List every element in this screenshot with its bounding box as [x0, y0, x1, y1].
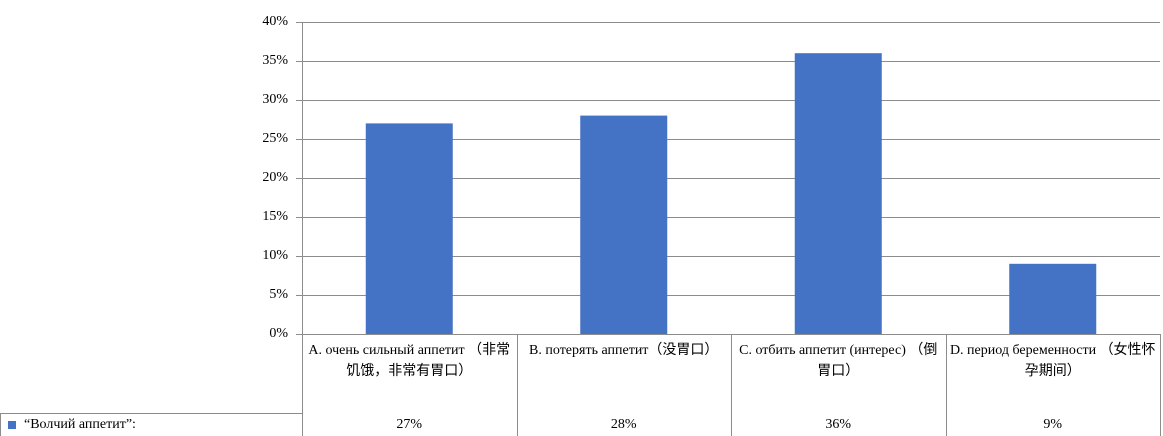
x-category-label: C. отбить аппетит (интерес) （倒胃口）	[739, 343, 938, 379]
data-table-value: 36%	[825, 417, 852, 432]
y-tick-label: 15%	[262, 208, 288, 224]
legend-label: “Волчий аппетит”:	[24, 417, 136, 432]
data-table-value: 28%	[610, 417, 637, 432]
y-tick-label: 35%	[262, 52, 288, 68]
legend-swatch-icon	[8, 421, 16, 429]
x-category-label: D. период беременности （女性怀孕期间）	[949, 343, 1156, 379]
legend-entry: “Волчий аппетит”:	[8, 415, 136, 435]
y-tick-label: 20%	[262, 169, 288, 185]
y-tick-label: 10%	[262, 247, 288, 263]
x-category-label: A. очень сильный аппетит （非常饥饿，非常有胃口）	[308, 343, 511, 379]
y-tick-label: 40%	[262, 13, 288, 29]
data-table-value: 27%	[396, 417, 423, 432]
bar	[365, 123, 453, 335]
x-category-label: B. потерять аппетит（没胃口）	[529, 343, 719, 358]
bar	[794, 53, 882, 334]
y-tick-label: 0%	[269, 325, 288, 341]
y-tick-label: 30%	[262, 91, 288, 107]
bar	[580, 115, 668, 334]
y-tick-label: 25%	[262, 130, 288, 146]
data-table-value: 9%	[1043, 417, 1063, 432]
y-tick-label: 5%	[269, 286, 288, 302]
bar	[1009, 263, 1097, 334]
